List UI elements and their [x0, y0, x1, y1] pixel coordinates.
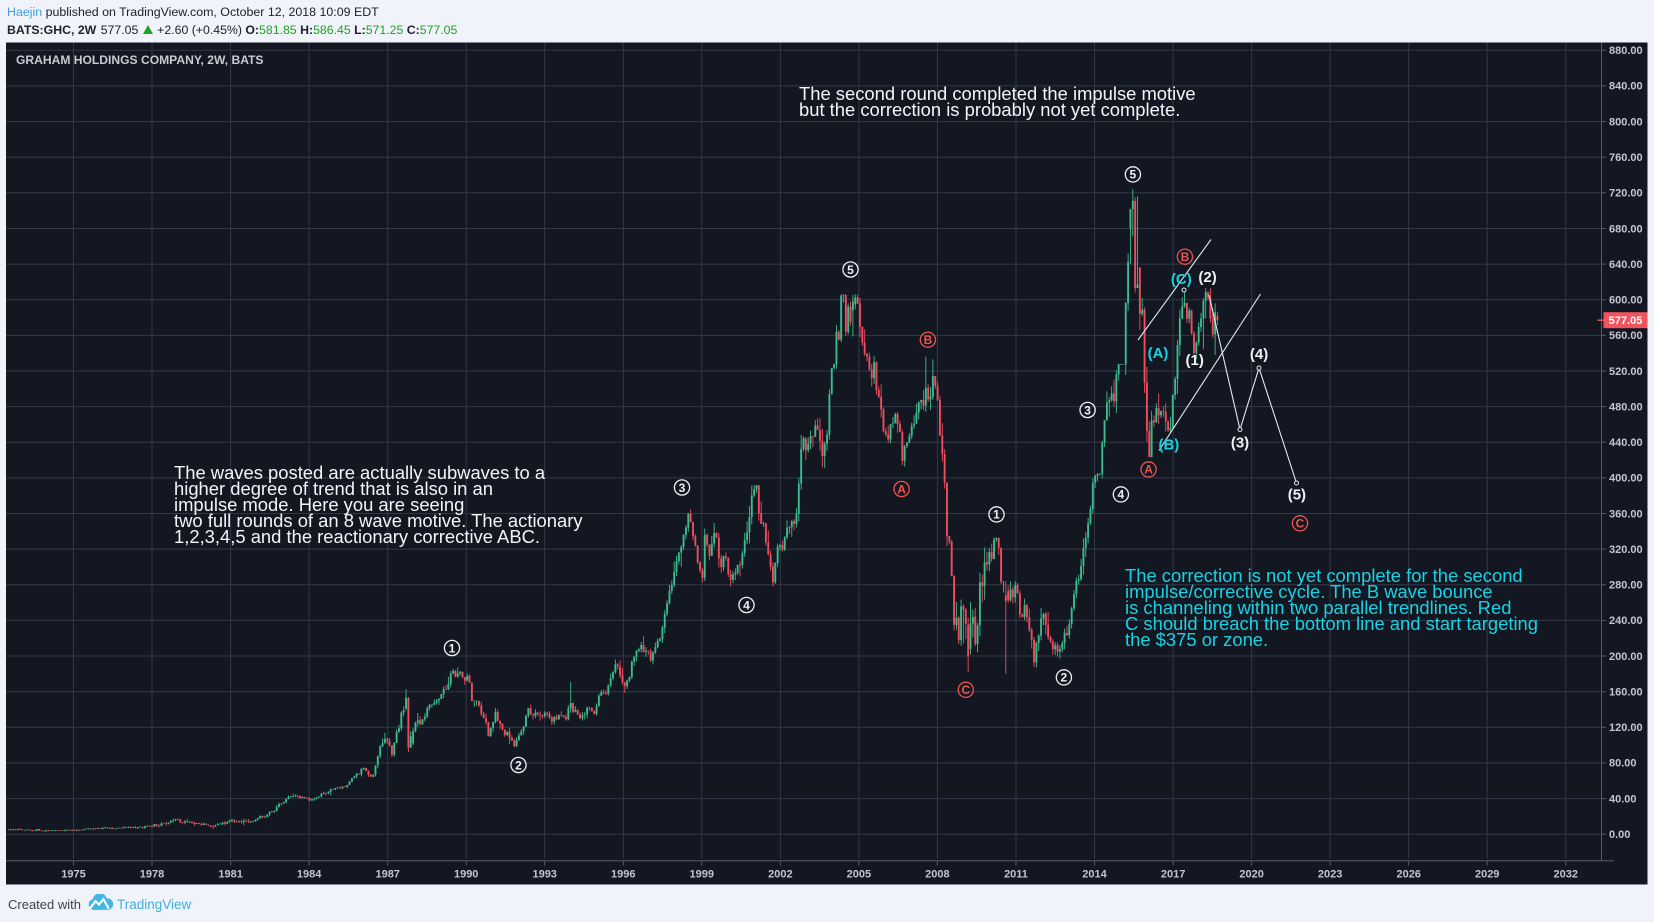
- svg-text:40.00: 40.00: [1609, 793, 1637, 805]
- svg-text:2032: 2032: [1554, 869, 1578, 881]
- svg-text:(C): (C): [1171, 271, 1192, 288]
- svg-text:2008: 2008: [925, 869, 949, 881]
- svg-text:4: 4: [743, 598, 750, 612]
- svg-text:800.00: 800.00: [1609, 116, 1643, 128]
- svg-text:(B): (B): [1158, 436, 1179, 453]
- svg-text:1990: 1990: [454, 869, 478, 881]
- svg-text:(4): (4): [1250, 346, 1268, 363]
- svg-text:1: 1: [993, 508, 1000, 522]
- svg-text:1999: 1999: [690, 869, 714, 881]
- svg-text:80.00: 80.00: [1609, 758, 1637, 770]
- svg-text:(3): (3): [1231, 435, 1249, 452]
- svg-text:577.05: 577.05: [1609, 315, 1643, 327]
- svg-text:360.00: 360.00: [1609, 508, 1643, 520]
- svg-text:2017: 2017: [1161, 869, 1185, 881]
- svg-text:B: B: [1181, 250, 1190, 264]
- svg-text:3: 3: [1084, 403, 1091, 417]
- svg-text:2023: 2023: [1318, 869, 1342, 881]
- svg-text:1: 1: [449, 641, 456, 655]
- svg-text:840.00: 840.00: [1609, 81, 1643, 93]
- svg-text:560.00: 560.00: [1609, 330, 1643, 342]
- svg-text:520.00: 520.00: [1609, 366, 1643, 378]
- svg-text:1993: 1993: [532, 869, 556, 881]
- svg-text:1987: 1987: [375, 869, 399, 881]
- svg-text:(5): (5): [1288, 487, 1306, 504]
- svg-text:600.00: 600.00: [1609, 295, 1643, 307]
- svg-text:1981: 1981: [218, 869, 242, 881]
- svg-text:240.00: 240.00: [1609, 615, 1643, 627]
- svg-text:B: B: [924, 333, 933, 347]
- svg-text:2002: 2002: [768, 869, 792, 881]
- svg-text:880.00: 880.00: [1609, 45, 1643, 57]
- svg-text:A: A: [1144, 463, 1153, 477]
- svg-text:4: 4: [1118, 488, 1125, 502]
- svg-text:400.00: 400.00: [1609, 473, 1643, 485]
- svg-text:680.00: 680.00: [1609, 223, 1643, 235]
- svg-text:A: A: [897, 482, 906, 496]
- svg-text:720.00: 720.00: [1609, 188, 1643, 200]
- svg-text:2026: 2026: [1396, 869, 1420, 881]
- svg-text:GRAHAM HOLDINGS COMPANY, 2W, B: GRAHAM HOLDINGS COMPANY, 2W, BATS: [16, 53, 263, 67]
- svg-text:2011: 2011: [1004, 869, 1028, 881]
- svg-text:280.00: 280.00: [1609, 580, 1643, 592]
- svg-text:2: 2: [515, 758, 522, 772]
- svg-text:480.00: 480.00: [1609, 401, 1643, 413]
- svg-text:3: 3: [679, 481, 686, 495]
- svg-text:2: 2: [1061, 671, 1068, 685]
- svg-text:5: 5: [1130, 168, 1137, 182]
- svg-text:2005: 2005: [847, 869, 871, 881]
- svg-text:(A): (A): [1148, 345, 1169, 362]
- svg-text:C: C: [961, 683, 970, 697]
- svg-text:C: C: [1296, 517, 1305, 531]
- svg-text:1978: 1978: [140, 869, 164, 881]
- svg-text:640.00: 640.00: [1609, 259, 1643, 271]
- svg-text:(1): (1): [1186, 352, 1204, 369]
- svg-text:1996: 1996: [611, 869, 635, 881]
- svg-text:1975: 1975: [61, 869, 85, 881]
- svg-text:2020: 2020: [1239, 869, 1263, 881]
- svg-text:120.00: 120.00: [1609, 722, 1643, 734]
- svg-text:760.00: 760.00: [1609, 152, 1643, 164]
- svg-text:2029: 2029: [1475, 869, 1499, 881]
- svg-text:1984: 1984: [297, 869, 322, 881]
- svg-text:5: 5: [847, 263, 854, 277]
- svg-text:200.00: 200.00: [1609, 651, 1643, 663]
- svg-text:(2): (2): [1198, 269, 1216, 286]
- svg-text:0.00: 0.00: [1609, 829, 1630, 841]
- svg-text:2014: 2014: [1082, 869, 1107, 881]
- svg-text:440.00: 440.00: [1609, 437, 1643, 449]
- svg-text:320.00: 320.00: [1609, 544, 1643, 556]
- svg-text:160.00: 160.00: [1609, 687, 1643, 699]
